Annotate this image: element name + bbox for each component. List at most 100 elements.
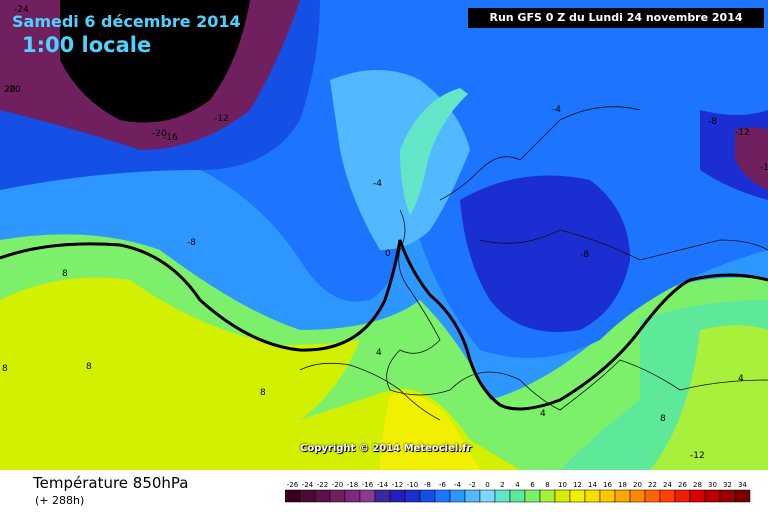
scale-swatch [554, 489, 571, 503]
zero-isotherm [0, 239, 768, 411]
isotherm-label: -12 [214, 114, 229, 124]
frigid-core-greenland [60, 0, 250, 123]
scale-swatch [374, 489, 391, 503]
isotherm-label: 4 [738, 374, 744, 384]
isotherm-label: -20 [152, 129, 167, 139]
warm-zone-hot [380, 392, 480, 470]
scale-tick-label: -22 [317, 481, 328, 489]
scale-tick-label: -26 [287, 481, 299, 489]
cold-core-europe [460, 175, 630, 332]
forecast-offset: (+ 288h) [35, 494, 85, 507]
isotherm-label: -4 [373, 179, 382, 189]
scale-tick-label: 2 [500, 481, 504, 489]
scale-swatch [329, 489, 346, 503]
scale-swatch [419, 489, 436, 503]
scale-tick-label: -10 [407, 481, 418, 489]
scale-tick-label: 16 [603, 481, 612, 489]
mild-ridge [400, 88, 468, 215]
scale-swatch [404, 489, 421, 503]
isotherm-label: 8 [660, 414, 666, 424]
scale-swatch [689, 489, 706, 503]
scale-swatch [599, 489, 616, 503]
scale-tick-label: 32 [723, 481, 732, 489]
model-run-banner: Run GFS 0 Z du Lundi 24 novembre 2014 [468, 8, 764, 28]
scale-tick-label: -2 [469, 481, 476, 489]
scale-swatch [704, 489, 721, 503]
scale-tick-label: -16 [362, 481, 374, 489]
scale-swatch [614, 489, 631, 503]
legend-footer: Température 850hPa (+ 288h) -26 -24 -22 -20… [0, 470, 768, 512]
frigid-zone-ne [735, 127, 768, 190]
scale-swatch [509, 489, 526, 503]
isotherm-label: -12 [690, 451, 705, 461]
scale-swatch [569, 489, 586, 503]
scale-swatch [584, 489, 601, 503]
isotherm-label: 8 [62, 269, 68, 279]
scale-tick-label: -20 [332, 481, 343, 489]
scale-tick-label: 6 [530, 481, 535, 489]
copyright-notice: Copyright © 2014 Meteociel.fr [300, 443, 472, 454]
scale-swatch [299, 489, 316, 503]
scale-swatch [734, 489, 751, 503]
scale-tick-label: -24 [302, 481, 314, 489]
cold-zone-scandinavia [480, 97, 768, 200]
scale-tick-label: -4 [454, 481, 462, 489]
scale-swatch [359, 489, 376, 503]
isotherm-label: 4 [376, 348, 382, 358]
isotherm-label: 8 [86, 362, 92, 372]
scale-tick-label: 26 [678, 481, 687, 489]
scale-swatch [479, 489, 496, 503]
isotherm-label: -28 [176, 63, 191, 73]
scale-tick-label: 20 [633, 481, 642, 489]
scale-tick-label: 24 [663, 481, 672, 489]
scale-swatch [344, 489, 361, 503]
forecast-date: Samedi 6 décembre 2014 [12, 12, 241, 31]
scale-swatch [285, 489, 301, 503]
isotherm-label: -12 [735, 128, 750, 138]
scale-tick-label: 12 [573, 481, 582, 489]
scale-tick-label: 34 [738, 481, 747, 489]
isotherm-label: 20 [4, 85, 16, 95]
isotherm-label: -8 [708, 117, 717, 127]
color-scale: -26 -24 -22 -20 -18 -16 -14 -12 -10 -8 -6 -4 -2 0 2 4 6 8… [285, 481, 751, 503]
isotherm-label: 0 [385, 249, 391, 259]
scale-swatch [629, 489, 646, 503]
forecast-time: 1:00 locale [22, 33, 152, 57]
scale-swatch [389, 489, 406, 503]
scale-tick-label: -12 [392, 481, 403, 489]
isotherm-label: 8 [2, 364, 8, 374]
scale-swatch [644, 489, 661, 503]
coastlines [299, 106, 768, 421]
scale-tick-label: 22 [648, 481, 657, 489]
temperature-map: -24-28-24-20-12-20-1620-4-12-8-16-4-8-80… [0, 0, 768, 470]
isotherm-label: -24 [86, 77, 101, 87]
scale-tick-label: 18 [618, 481, 627, 489]
scale-tick-label: -8 [424, 481, 431, 489]
isotherm-label: 8 [260, 388, 266, 398]
scale-tick-label: 30 [708, 481, 717, 489]
scale-tick-label: 8 [545, 481, 549, 489]
isotherm-label: -24 [14, 5, 29, 15]
scale-tick-label: 0 [485, 481, 489, 489]
scale-tick-label: -18 [347, 481, 358, 489]
scale-tick-label: 14 [588, 481, 597, 489]
scale-swatch [494, 489, 511, 503]
scale-swatch [314, 489, 331, 503]
isotherm-label: -4 [552, 105, 561, 115]
scale-swatch [659, 489, 676, 503]
scale-swatch [434, 489, 451, 503]
scale-tick-label: 10 [558, 481, 567, 489]
isotherm-label: -8 [580, 250, 589, 260]
scale-tick-label: 28 [693, 481, 702, 489]
scale-swatch [524, 489, 541, 503]
scale-swatch [449, 489, 466, 503]
isotherm-label: -16 [760, 163, 768, 173]
warm-zone-se2 [650, 325, 768, 470]
isotherm-label: -16 [163, 133, 178, 143]
scale-tick-label: -14 [377, 481, 389, 489]
scale-swatch [464, 489, 481, 503]
scale-tick-label: 4 [515, 481, 520, 489]
isotherm-label: -8 [187, 238, 196, 248]
isotherm-label: -20 [6, 85, 21, 95]
